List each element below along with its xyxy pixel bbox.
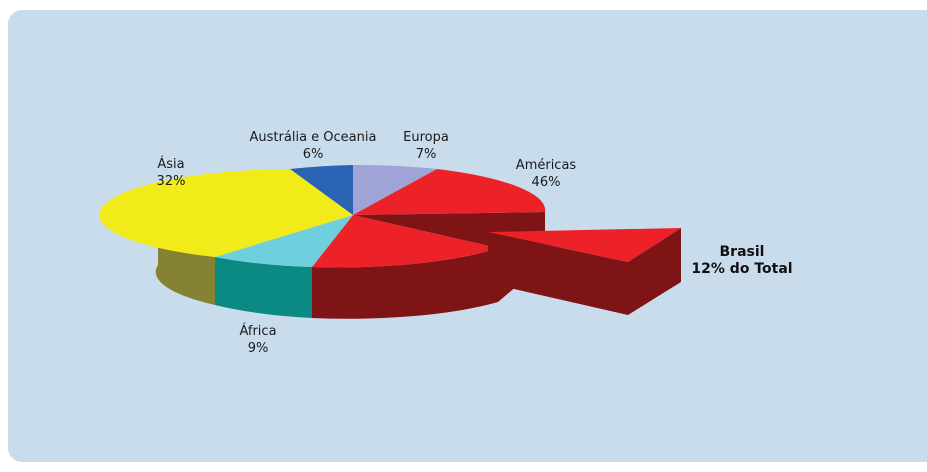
slice-asia — [99, 169, 354, 257]
label-asia-name: Ásia — [157, 156, 184, 172]
slice-side-africa — [215, 257, 312, 318]
label-africa-name: África — [239, 323, 276, 339]
label-brasil-percent: 12% do Total — [691, 261, 792, 277]
slice-americas — [353, 169, 546, 215]
label-europa-percent: 7% — [416, 147, 437, 162]
label-africa-percent: 9% — [248, 341, 269, 356]
slice-side-americas — [312, 248, 498, 319]
slice-side-brasil — [488, 232, 628, 315]
slice-outer-wall-brasil — [628, 228, 681, 315]
slice-labels: Austrália e Oceania 6% Europa 7% Ásia 32… — [157, 130, 793, 356]
slice-europa — [353, 164, 437, 215]
pie-top-faces — [99, 164, 546, 268]
label-brasil-name: Brasil — [720, 244, 765, 260]
label-americas-name: Américas — [516, 158, 577, 173]
slice-brasil-exploded — [488, 228, 681, 315]
label-americas-percent: 46% — [532, 175, 561, 190]
slice-americas-lower — [312, 215, 498, 268]
label-australia-percent: 6% — [303, 147, 324, 162]
slice-top-brasil — [488, 228, 681, 262]
slice-side-asia — [155, 218, 215, 305]
slice-australia-oceania — [290, 165, 353, 215]
label-asia-percent: 32% — [157, 174, 186, 189]
label-australia-name: Austrália e Oceania — [250, 130, 377, 145]
label-europa-name: Europa — [403, 130, 449, 145]
pie-side-walls — [155, 212, 545, 319]
slice-africa — [215, 215, 353, 267]
